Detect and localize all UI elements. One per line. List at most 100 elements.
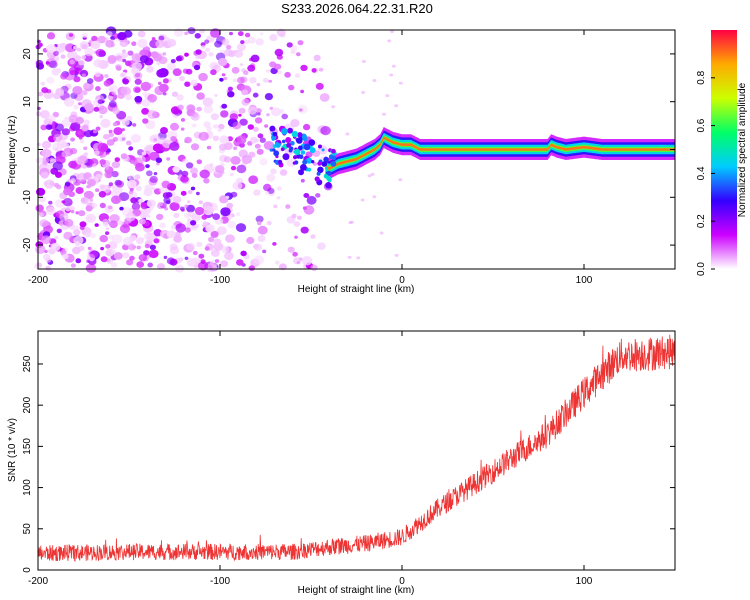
noise-cell: [310, 234, 316, 239]
noise-cell: [68, 160, 77, 169]
noise-cell: [184, 256, 189, 260]
noise-cell: [300, 89, 304, 94]
noise-cell: [89, 198, 94, 202]
transition-cell: [300, 150, 306, 155]
noise-cell: [270, 168, 277, 175]
noise-cell: [263, 183, 272, 192]
colorbar-tick-label: 0.0: [696, 262, 707, 276]
noise-cell: [115, 180, 124, 188]
noise-cell: [35, 157, 44, 164]
noise-cell: [137, 155, 146, 164]
noise-cell: [112, 107, 120, 115]
noise-cell: [391, 64, 396, 68]
noise-cell: [172, 68, 182, 77]
noise-cell: [119, 73, 125, 78]
noise-cell: [300, 64, 308, 72]
noise-cell: [109, 84, 118, 92]
noise-cell: [241, 155, 253, 164]
noise-cell: [247, 124, 254, 130]
noise-cell: [214, 93, 218, 97]
noise-cell: [135, 163, 145, 172]
noise-cell: [136, 245, 141, 250]
noise-cell: [253, 189, 261, 196]
x-tick-label: -200: [28, 576, 48, 587]
noise-cell: [70, 210, 75, 214]
noise-cell: [121, 128, 126, 132]
noise-cell: [253, 126, 259, 132]
noise-cell: [263, 141, 275, 150]
noise-cell: [347, 255, 352, 259]
noise-cell: [269, 34, 278, 42]
noise-cell: [63, 188, 72, 196]
noise-cell: [140, 202, 147, 208]
noise-cell: [184, 227, 191, 233]
noise-cell: [45, 61, 50, 65]
noise-cell: [248, 265, 255, 271]
noise-cell: [153, 238, 160, 244]
noise-cell: [78, 60, 85, 66]
noise-cell: [128, 244, 136, 251]
noise-cell: [171, 91, 179, 97]
noise-cell: [198, 261, 209, 271]
noise-cell: [122, 49, 126, 53]
noise-cell: [162, 78, 169, 84]
noise-cell: [225, 234, 235, 243]
noise-cell: [229, 172, 234, 177]
noise-cell: [83, 146, 88, 151]
noise-cell: [40, 124, 47, 131]
noise-cell: [130, 197, 138, 204]
noise-cell: [180, 175, 189, 183]
noise-cell: [113, 252, 123, 260]
snr-plot-area: [38, 331, 675, 570]
noise-cell: [255, 38, 264, 46]
noise-cell: [112, 136, 119, 142]
noise-cell: [36, 142, 41, 147]
noise-cell: [273, 204, 278, 209]
noise-cell: [147, 262, 153, 268]
noise-cell: [54, 123, 64, 132]
noise-cell: [190, 220, 197, 226]
noise-cell: [128, 190, 134, 195]
noise-cell: [60, 54, 66, 59]
noise-cell: [104, 74, 109, 78]
transition-cell: [321, 161, 328, 167]
x-tick-label: -100: [210, 275, 230, 286]
noise-cell: [37, 91, 44, 97]
noise-cell: [129, 159, 135, 164]
noise-cell: [218, 123, 225, 130]
noise-cell: [83, 119, 90, 125]
noise-cell: [175, 56, 182, 62]
noise-cell: [139, 55, 149, 63]
y-tick-label: 0: [22, 146, 33, 152]
noise-cell: [61, 150, 69, 158]
noise-cell: [106, 258, 114, 265]
noise-cell: [186, 204, 196, 213]
noise-cell: [194, 206, 205, 216]
noise-cell: [187, 200, 191, 204]
noise-cell: [114, 157, 121, 163]
noise-cell: [118, 192, 130, 202]
noise-cell: [166, 230, 176, 239]
noise-cell: [103, 80, 112, 87]
noise-cell: [75, 258, 82, 264]
noise-cell: [45, 124, 53, 130]
noise-cell: [165, 200, 171, 205]
noise-cell: [142, 91, 148, 97]
noise-cell: [222, 38, 230, 45]
colorbar-gradient: [711, 30, 737, 269]
noise-cell: [95, 48, 106, 58]
noise-cell: [159, 186, 168, 194]
noise-cell: [361, 91, 366, 94]
noise-cell: [93, 150, 100, 156]
noise-cell: [219, 135, 229, 144]
transition-cell: [306, 157, 313, 164]
noise-cell: [276, 196, 281, 200]
noise-cell: [196, 106, 202, 112]
noise-cell: [122, 252, 130, 259]
noise-cell: [318, 67, 324, 72]
noise-cell: [55, 43, 66, 53]
noise-cell: [247, 64, 256, 72]
noise-cell: [38, 212, 44, 217]
noise-cell: [239, 118, 248, 126]
noise-cell: [105, 151, 110, 155]
